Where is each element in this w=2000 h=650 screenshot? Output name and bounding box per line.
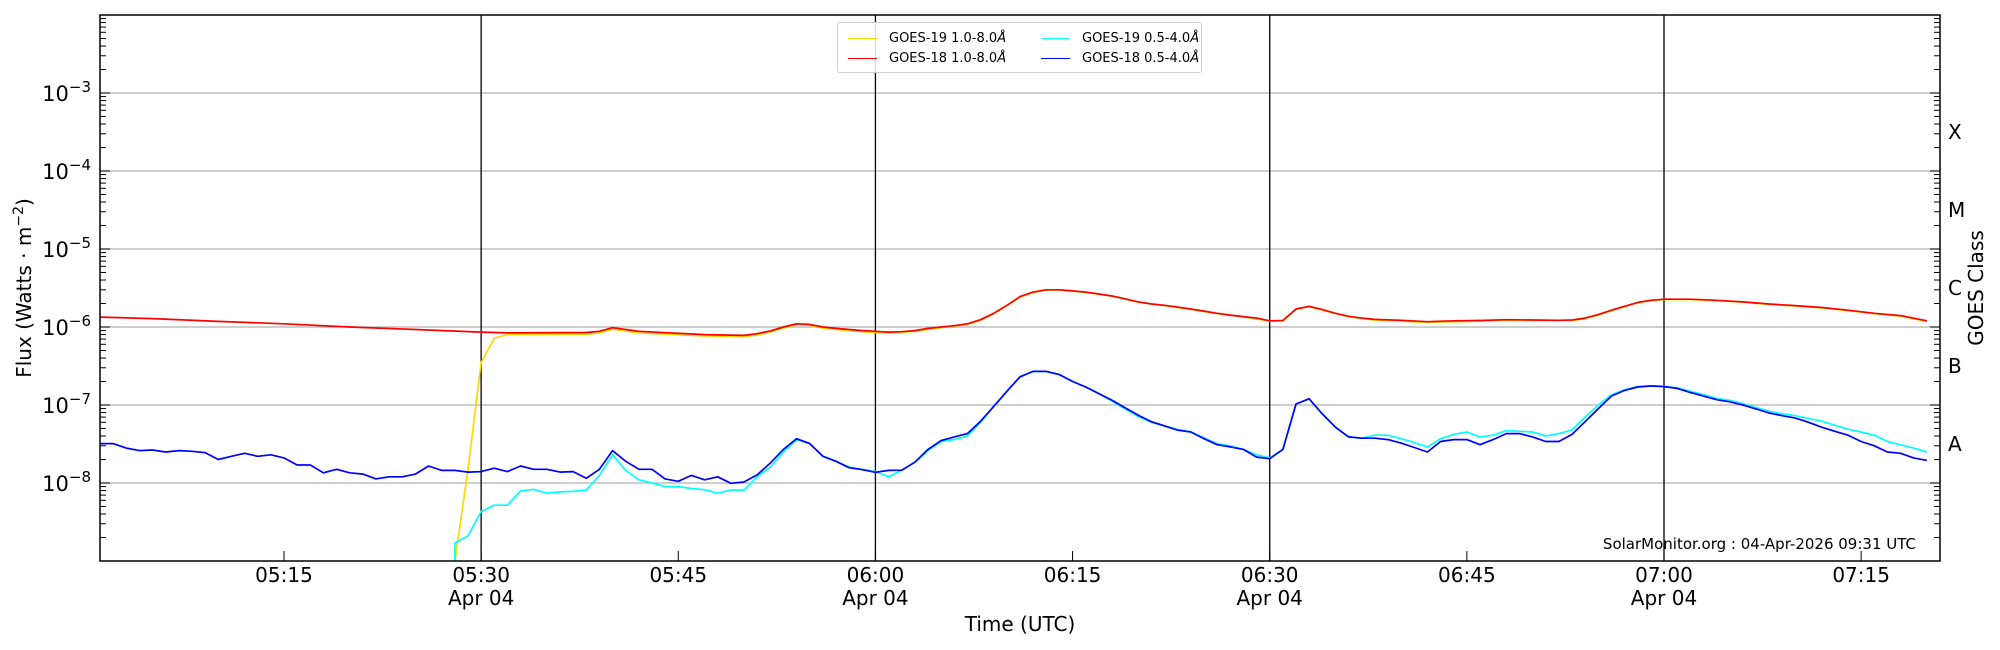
legend-item-goes18-long: GOES-18 1.0-8.0 Å: [848, 49, 1006, 67]
x-tick-label: 06:30: [1241, 563, 1299, 587]
goes-class-label-c: C: [1948, 276, 1962, 300]
x-tick-date-label: Apr 04: [1631, 586, 1697, 610]
series-line-goes-18-0-5-4-0: [100, 370, 1928, 485]
y-tick-label: 10−5: [42, 234, 91, 262]
series-line-goes-19-1-0-8-0: [454, 289, 1928, 561]
x-tick-label: 07:00: [1635, 563, 1693, 587]
x-tick-label: 05:45: [649, 563, 707, 587]
watermark-annotation: SolarMonitor.org : 04-Apr-2026 09:31 UTC: [1603, 535, 1916, 553]
legend-label: GOES-18 0.5-4.0: [1082, 50, 1191, 66]
legend-swatch: [1041, 37, 1070, 39]
legend-item-goes18-short: GOES-18 0.5-4.0 Å: [1041, 49, 1199, 67]
x-tick-label: 07:15: [1832, 563, 1890, 587]
x-tick-date-label: Apr 04: [448, 586, 514, 610]
x-tick-label: 06:15: [1044, 563, 1102, 587]
legend-label: GOES-18 1.0-8.0: [889, 50, 998, 66]
legend-unit: Å: [997, 30, 1007, 46]
goes-class-label-b: B: [1948, 354, 1962, 378]
goes-class-label-a: A: [1948, 432, 1962, 456]
legend-swatch: [1041, 57, 1070, 59]
legend-unit: Å: [1190, 50, 1200, 66]
goes-class-label-m: M: [1948, 198, 1965, 222]
x-tick-label: 05:15: [255, 563, 313, 587]
legend-label: GOES-19 1.0-8.0: [889, 30, 998, 46]
x-tick-date-label: Apr 04: [842, 586, 908, 610]
series-line-goes-18-1-0-8-0: [100, 288, 1928, 337]
y-axis-label: Flux (Watts · m−2): [11, 198, 36, 378]
legend-label: GOES-19 0.5-4.0: [1082, 30, 1191, 46]
legend: GOES-19 1.0-8.0 Å GOES-18 1.0-8.0 Å GOES-1…: [837, 22, 1202, 73]
legend-swatch: [848, 37, 877, 39]
goes-class-label-x: X: [1948, 120, 1962, 144]
y-tick-label: 10−4: [42, 156, 91, 184]
y-tick-label: 10−3: [42, 78, 91, 106]
series-line-goes-19-0-5-4-0: [454, 370, 1928, 561]
plot-frame: [99, 14, 1941, 562]
legend-item-goes19-long: GOES-19 1.0-8.0 Å: [848, 29, 1006, 47]
legend-unit: Å: [997, 50, 1007, 66]
legend-item-goes19-short: GOES-19 0.5-4.0 Å: [1041, 29, 1199, 47]
x-tick-date-label: Apr 04: [1237, 586, 1303, 610]
y-tick-label: 10−8: [42, 468, 91, 496]
y-tick-label: 10−6: [42, 312, 91, 340]
goes-class-axis-label: GOES Class: [1964, 230, 1988, 346]
x-tick-label: 05:30: [452, 563, 510, 587]
x-axis-label: Time (UTC): [964, 612, 1076, 636]
legend-unit: Å: [1190, 30, 1200, 46]
legend-swatch: [848, 57, 877, 59]
x-tick-label: 06:45: [1438, 563, 1496, 587]
x-tick-label: 06:00: [847, 563, 905, 587]
y-tick-label: 10−7: [42, 390, 91, 418]
